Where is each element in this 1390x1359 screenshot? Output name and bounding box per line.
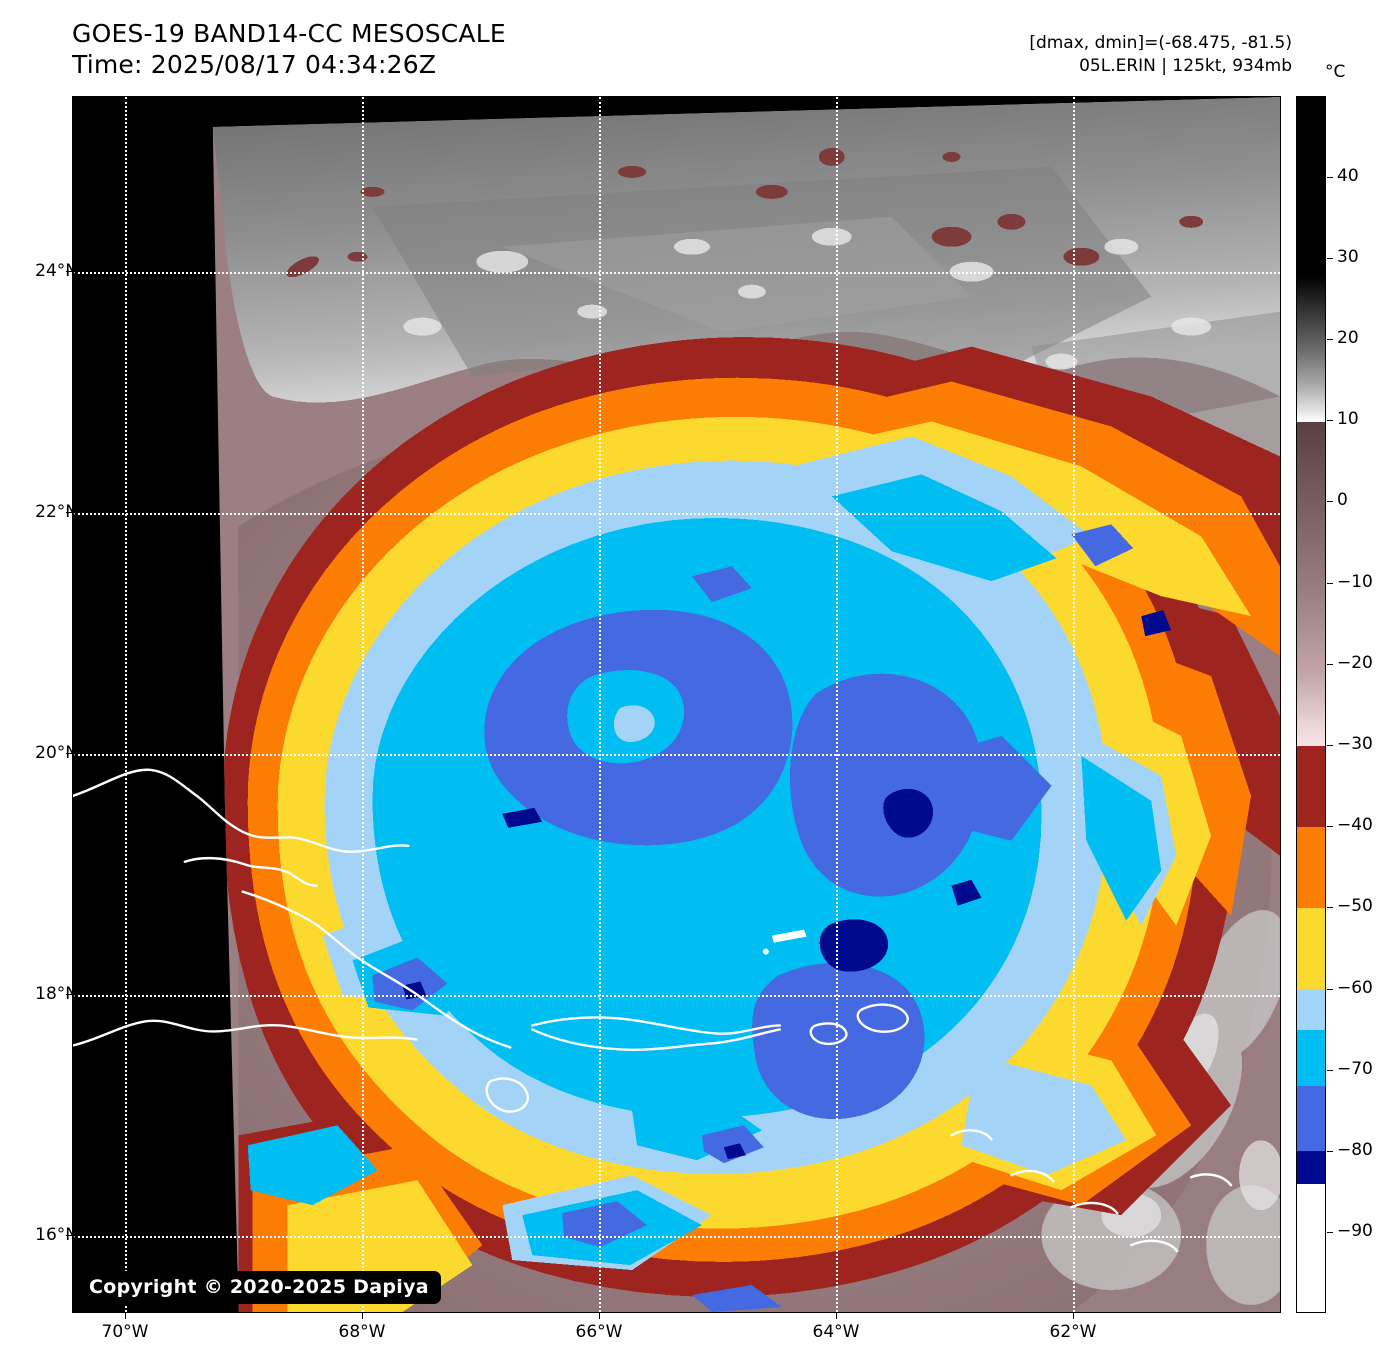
cbar-label-m20: −20	[1337, 653, 1373, 673]
dmax-dmin-label: [dmax, dmin]=(-68.475, -81.5)	[1029, 33, 1292, 53]
satellite-image-plot[interactable]: Copyright © 2020-2025 Dapiya	[72, 96, 1281, 1313]
cbar-label-10: 10	[1337, 409, 1359, 429]
cbar-label-0: 0	[1337, 490, 1348, 510]
gridline-lon-70W	[125, 97, 127, 1312]
xtick-label-64W: 64°W	[812, 1322, 860, 1342]
gridline-lat-22N	[73, 513, 1280, 515]
cbar-label-m30: −30	[1337, 734, 1373, 754]
copyright-watermark: Copyright © 2020-2025 Dapiya	[77, 1271, 441, 1304]
cbar-tickmark-m50	[1327, 907, 1333, 908]
infrared-satellite-raster	[73, 97, 1280, 1312]
ytick-label-16N: 16°N	[35, 1225, 78, 1245]
cbar-label-m90: −90	[1337, 1221, 1373, 1241]
ytick-label-24N: 24°N	[35, 261, 78, 281]
tickmark-lat-18N	[66, 994, 72, 995]
cbar-segment-orange	[1297, 827, 1325, 908]
cbar-label-m10: −10	[1337, 572, 1373, 592]
tickmark-lon-70W	[125, 1313, 126, 1319]
cbar-segment-grayscale	[1297, 276, 1325, 422]
title-block: GOES-19 BAND14-CC MESOSCALE Time: 2025/0…	[72, 18, 506, 80]
xtick-label-66W: 66°W	[575, 1322, 623, 1342]
cbar-tickmark-m90	[1327, 1232, 1333, 1233]
cbar-tickmark-30	[1327, 258, 1333, 259]
cbar-segment-white-coldest	[1297, 1184, 1325, 1312]
cbar-tickmark-m40	[1327, 826, 1333, 827]
cbar-tickmark-m70	[1327, 1070, 1333, 1071]
cbar-segment-black-hot	[1297, 97, 1325, 276]
gridline-lon-68W	[362, 97, 364, 1312]
gridline-lon-64W	[836, 97, 838, 1312]
cbar-label-m50: −50	[1337, 896, 1373, 916]
cbar-label-m80: −80	[1337, 1140, 1373, 1160]
colorbar-unit-label: °C	[1325, 62, 1346, 82]
xtick-label-68W: 68°W	[338, 1322, 386, 1342]
tickmark-lat-22N	[66, 512, 72, 513]
cbar-label-m70: −70	[1337, 1059, 1373, 1079]
storm-info-label: 05L.ERIN | 125kt, 934mb	[1079, 56, 1292, 76]
tickmark-lon-64W	[836, 1313, 837, 1319]
tickmark-lon-66W	[599, 1313, 600, 1319]
tickmark-lat-20N	[66, 753, 72, 754]
cbar-tickmark-20	[1327, 339, 1333, 340]
cbar-label-m40: −40	[1337, 815, 1373, 835]
cbar-label-30: 30	[1337, 247, 1359, 267]
metadata-block: [dmax, dmin]=(-68.475, -81.5) 05L.ERIN |…	[1029, 32, 1292, 78]
tickmark-lon-62W	[1073, 1313, 1074, 1319]
cbar-tickmark-m20	[1327, 664, 1333, 665]
cbar-segment-dark-navy	[1297, 1151, 1325, 1184]
cbar-tickmark-m10	[1327, 583, 1333, 584]
page-title: GOES-19 BAND14-CC MESOSCALE	[72, 19, 506, 48]
cbar-tickmark-m30	[1327, 745, 1333, 746]
cbar-segment-blue	[1297, 1086, 1325, 1151]
gridline-lon-66W	[599, 97, 601, 1312]
cbar-segment-dark-red	[1297, 746, 1325, 827]
ytick-label-20N: 20°N	[35, 743, 78, 763]
xtick-label-70W: 70°W	[101, 1322, 149, 1342]
tickmark-lat-24N	[66, 271, 72, 272]
cbar-tickmark-m80	[1327, 1151, 1333, 1152]
cbar-tickmark-m60	[1327, 989, 1333, 990]
tickmark-lat-16N	[66, 1235, 72, 1236]
timestamp-label: Time: 2025/08/17 04:34:26Z	[72, 50, 437, 79]
cbar-tickmark-40	[1327, 177, 1333, 178]
gridline-lat-24N	[73, 272, 1280, 274]
tickmark-lon-68W	[362, 1313, 363, 1319]
cbar-segment-cyan	[1297, 1030, 1325, 1086]
cbar-tickmark-10	[1327, 420, 1333, 421]
gridline-lon-62W	[1073, 97, 1075, 1312]
gridline-lat-16N	[73, 1236, 1280, 1238]
temperature-colorbar[interactable]	[1296, 96, 1326, 1313]
cbar-segment-mauve	[1297, 422, 1325, 746]
cbar-segment-yellow	[1297, 908, 1325, 989]
cbar-label-m60: −60	[1337, 978, 1373, 998]
xtick-label-62W: 62°W	[1049, 1322, 1097, 1342]
gridline-lat-18N	[73, 995, 1280, 997]
cbar-label-20: 20	[1337, 328, 1359, 348]
gridline-lat-20N	[73, 754, 1280, 756]
cbar-label-40: 40	[1337, 166, 1359, 186]
ytick-label-18N: 18°N	[35, 984, 78, 1004]
cbar-tickmark-0	[1327, 501, 1333, 502]
cbar-segment-light-blue	[1297, 989, 1325, 1030]
ytick-label-22N: 22°N	[35, 502, 78, 522]
